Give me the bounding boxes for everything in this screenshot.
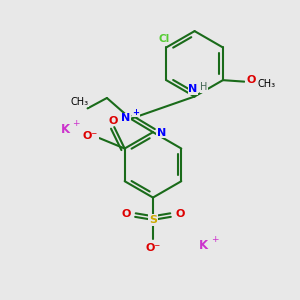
Text: +: + [73,119,80,128]
Text: CH₃: CH₃ [70,97,88,107]
Text: O: O [246,76,256,85]
Text: S: S [149,215,157,225]
Text: N: N [121,113,130,123]
Text: CH₃: CH₃ [257,79,276,89]
Text: K: K [61,123,70,136]
Text: O: O [175,209,184,220]
Text: N: N [188,84,198,94]
Text: H: H [200,82,208,92]
Text: O⁻: O⁻ [145,243,160,253]
Text: +: + [211,235,218,244]
Text: K: K [199,238,208,252]
Text: N: N [157,128,166,138]
Text: +: + [133,108,140,117]
Text: O: O [122,209,131,220]
Text: O⁻: O⁻ [83,131,98,141]
Text: O: O [108,116,118,126]
Text: Cl: Cl [158,34,169,44]
